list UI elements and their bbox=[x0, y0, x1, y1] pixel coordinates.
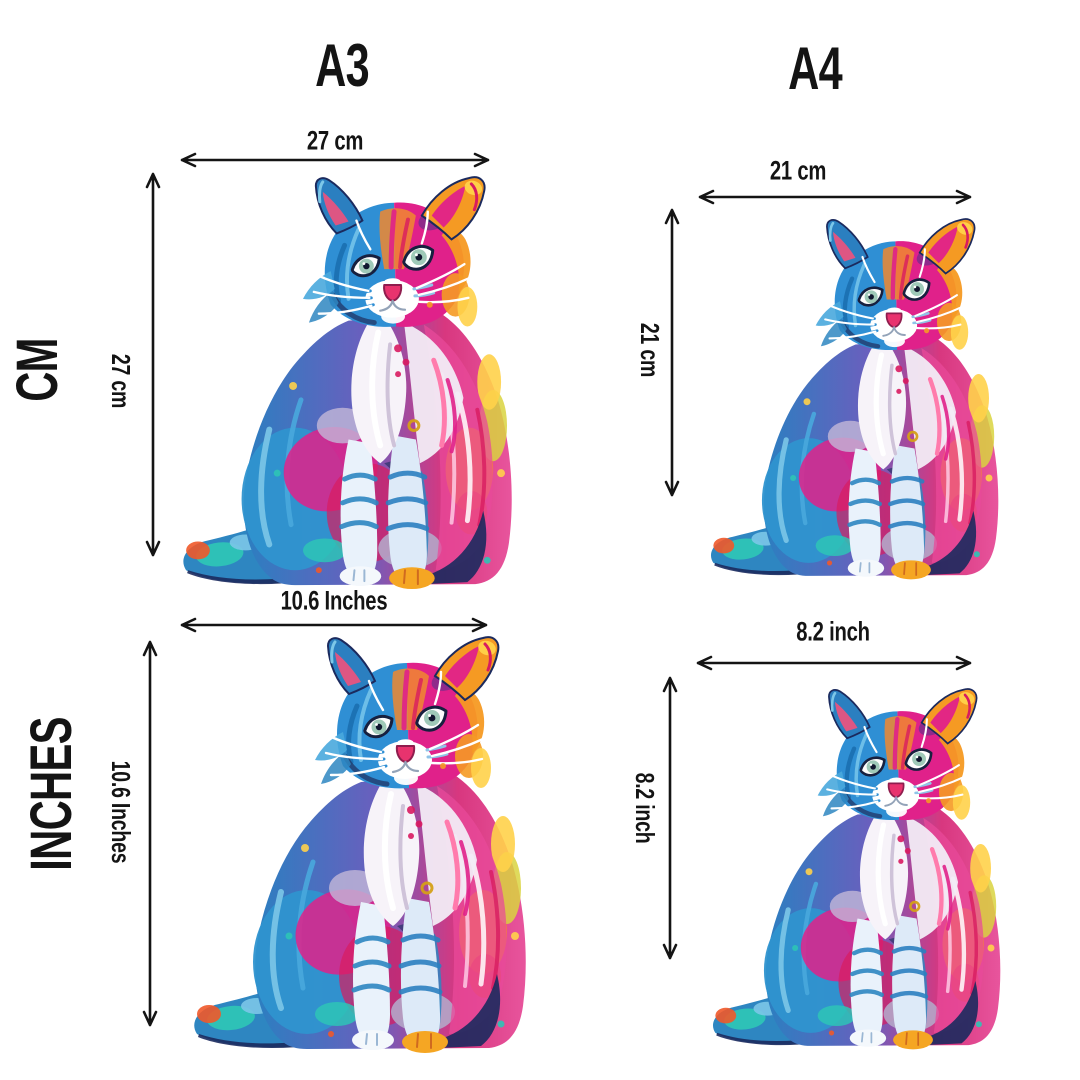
cat-whiskers bbox=[323, 670, 485, 777]
height-dimension-label: 27 cm bbox=[106, 353, 136, 409]
cat-front-legs bbox=[847, 445, 931, 580]
cat-front-legs bbox=[339, 435, 435, 590]
cat-ears bbox=[828, 688, 978, 745]
height-dimension-label: 10.6 Inches bbox=[106, 760, 136, 864]
cat-artwork-svg bbox=[713, 688, 1001, 1050]
cat-artwork-svg bbox=[711, 218, 999, 580]
cat-whiskers bbox=[311, 210, 471, 315]
width-dimension-arrow bbox=[180, 617, 488, 633]
row-label-cm: CM bbox=[5, 338, 70, 402]
cat-chest-ruff bbox=[857, 346, 957, 470]
cat-ears bbox=[326, 636, 500, 702]
height-dimension-label: 8.2 inch bbox=[630, 772, 660, 844]
cat-eyes bbox=[350, 245, 435, 278]
paint-speckles bbox=[790, 328, 993, 566]
height-dimension-arrow bbox=[662, 676, 678, 960]
cat-artwork bbox=[170, 176, 535, 592]
height-dimension-arrow bbox=[142, 640, 158, 1027]
cat-ears bbox=[314, 176, 486, 241]
cat-artwork bbox=[703, 210, 1015, 582]
width-dimension-label: 21 cm bbox=[769, 155, 827, 186]
column-header-a4: A4 bbox=[788, 35, 843, 102]
cat-eyes bbox=[857, 278, 931, 307]
cat-eyes bbox=[859, 748, 933, 777]
width-dimension-label: 27 cm bbox=[306, 125, 364, 156]
cat-ears bbox=[826, 218, 976, 275]
cat-front-legs bbox=[351, 898, 448, 1053]
height-dimension-label: 21 cm bbox=[635, 322, 665, 378]
width-dimension-label: 10.6 Inches bbox=[280, 585, 388, 616]
cat-whiskers bbox=[825, 718, 965, 810]
width-dimension-label: 8.2 inch bbox=[796, 616, 870, 647]
width-dimension-arrow bbox=[180, 152, 490, 168]
cat-artwork-svg bbox=[183, 176, 512, 590]
cat-chest-ruff bbox=[351, 322, 464, 464]
cat-artwork-svg bbox=[194, 636, 526, 1053]
cat-body bbox=[763, 807, 1001, 1046]
width-dimension-arrow bbox=[698, 189, 972, 205]
cat-artwork bbox=[185, 636, 545, 1056]
row-label-inches: INCHES bbox=[19, 717, 84, 871]
paint-speckles bbox=[792, 798, 995, 1036]
cat-muzzle bbox=[857, 307, 932, 348]
cat-chest-ruff bbox=[363, 784, 477, 926]
cat-muzzle bbox=[859, 777, 934, 818]
cat-eyes bbox=[363, 705, 448, 739]
cat-whiskers bbox=[823, 248, 963, 340]
paint-speckles bbox=[285, 763, 519, 1037]
cat-front-legs bbox=[849, 915, 933, 1050]
height-dimension-arrow bbox=[664, 208, 680, 497]
paint-speckles bbox=[273, 301, 506, 574]
cat-artwork bbox=[705, 680, 1017, 1052]
height-dimension-arrow bbox=[145, 172, 161, 557]
width-dimension-arrow bbox=[696, 655, 972, 671]
column-header-a3: A3 bbox=[315, 32, 370, 99]
cat-chest-ruff bbox=[859, 816, 959, 940]
